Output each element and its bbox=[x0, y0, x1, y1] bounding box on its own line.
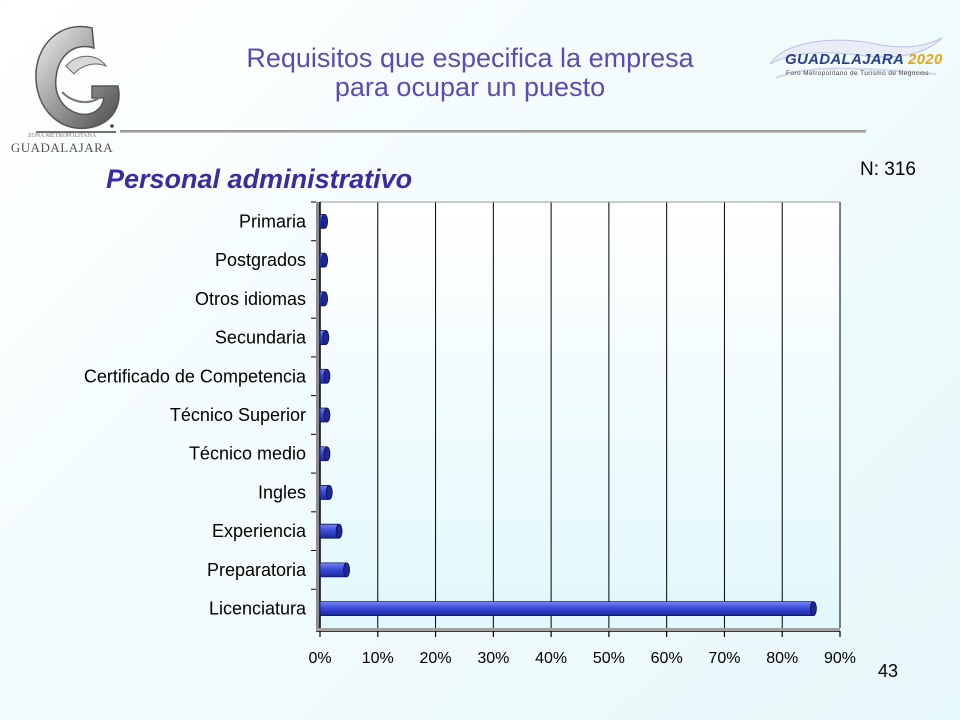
category-label: Secundaria bbox=[215, 328, 307, 348]
right-logo-tagline: Foro Metropolitano de Turismo de Negocio… bbox=[786, 70, 929, 77]
category-label: Técnico medio bbox=[189, 444, 306, 464]
bar bbox=[319, 601, 814, 617]
chart-subtitle: Personal administrativo bbox=[106, 164, 413, 194]
bar-cap bbox=[321, 252, 329, 268]
category-label: Otros idiomas bbox=[195, 289, 306, 309]
guadalajara-logo-icon bbox=[35, 25, 120, 133]
category-label: Experiencia bbox=[212, 521, 307, 541]
bar-cap bbox=[323, 407, 331, 423]
x-axis-floor bbox=[316, 628, 840, 631]
right-logo-name: GUADALAJARA bbox=[785, 51, 904, 68]
bar-cap bbox=[325, 485, 333, 500]
x-tick-label: 60% bbox=[651, 650, 683, 667]
x-tick-label: 90% bbox=[824, 650, 856, 667]
left-logo-subtext: ZONA METROPOLITANA bbox=[27, 133, 97, 139]
title-line-1: Requisitos que especifica la empresa bbox=[246, 43, 694, 73]
category-label: Preparatoria bbox=[207, 560, 307, 580]
x-tick-label: 20% bbox=[420, 650, 452, 667]
title-line-2: para ocupar un puesto bbox=[334, 72, 606, 102]
bar-cap bbox=[343, 562, 350, 578]
category-label: Técnico Superior bbox=[170, 405, 306, 425]
bar-cap bbox=[321, 291, 329, 307]
y-axis-wall bbox=[316, 202, 320, 628]
x-tick-label: 30% bbox=[477, 650, 509, 667]
bar-cap bbox=[335, 523, 343, 539]
bar-cap bbox=[810, 601, 817, 617]
x-tick-label: 40% bbox=[535, 650, 567, 667]
bar-cap bbox=[321, 213, 329, 229]
right-logo-year: 2020 bbox=[908, 51, 943, 68]
bar bbox=[319, 562, 347, 578]
x-tick-label: 50% bbox=[593, 650, 625, 667]
x-tick-label: 80% bbox=[766, 650, 798, 667]
header-divider bbox=[120, 130, 866, 133]
category-label: Certificado de Competencia bbox=[84, 366, 307, 386]
right-logo-title: GUADALAJARA 2020 bbox=[785, 51, 943, 68]
x-tick-label: 0% bbox=[308, 650, 331, 667]
left-logo-text: GUADALAJARA bbox=[10, 140, 114, 155]
category-label: Licenciatura bbox=[209, 599, 307, 619]
plot-area bbox=[320, 202, 840, 628]
x-tick-label: 70% bbox=[708, 650, 740, 667]
bar-cap bbox=[323, 446, 331, 462]
category-label: Ingles bbox=[258, 482, 306, 502]
sample-size-label: N: 316 bbox=[860, 159, 916, 180]
page-number: 43 bbox=[878, 661, 899, 681]
category-label: Primaria bbox=[239, 211, 307, 231]
bar-cap bbox=[323, 368, 331, 384]
page-title: Requisitos que especifica la empresa par… bbox=[150, 44, 790, 102]
bar-cap bbox=[322, 330, 330, 345]
category-label: Postgrados bbox=[215, 250, 306, 270]
x-tick-label: 10% bbox=[362, 650, 394, 667]
guadalajara-2020-logo-icon bbox=[769, 37, 943, 79]
